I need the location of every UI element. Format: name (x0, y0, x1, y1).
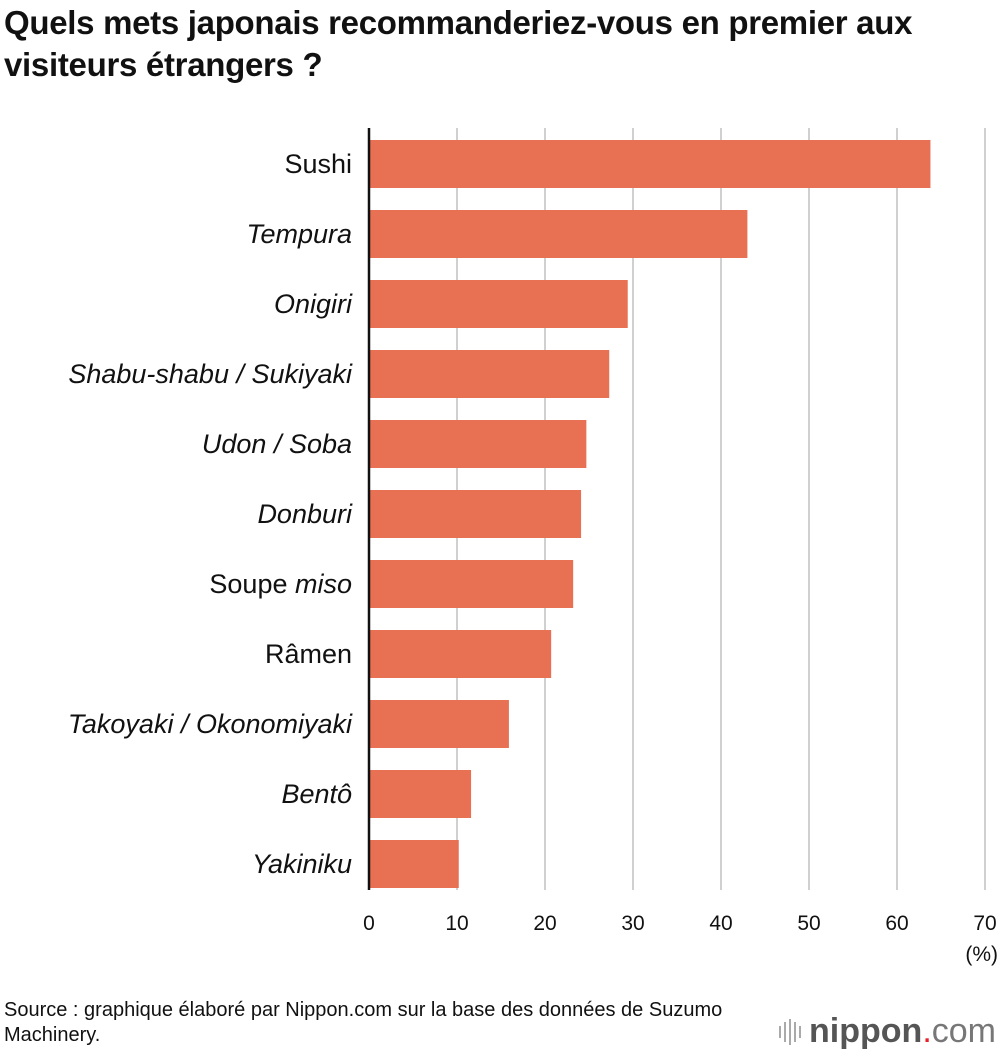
bar (369, 350, 610, 398)
category-label: Donburi (257, 499, 353, 529)
source-note: Source : graphique élaboré par Nippon.co… (4, 999, 723, 1046)
category-label: Râmen (265, 639, 352, 669)
x-tick-label: 10 (445, 912, 468, 935)
bar (369, 770, 472, 818)
bar (369, 630, 552, 678)
x-tick-label: 20 (533, 912, 556, 935)
bar (369, 210, 748, 258)
bar (369, 560, 574, 608)
category-label: Bentô (281, 779, 352, 809)
x-tick-label: 50 (797, 912, 820, 935)
category-label: Tempura (246, 219, 352, 249)
x-tick-label: 70 (973, 912, 996, 935)
category-label: Udon / Soba (202, 429, 352, 459)
logo-mark-icon (779, 1018, 802, 1045)
category-label: Takoyaki / Okonomiyaki (68, 709, 353, 739)
category-label: Yakiniku (252, 849, 352, 879)
bar (369, 280, 628, 328)
category-label: Soupe miso (209, 569, 352, 599)
bar (369, 420, 587, 468)
x-tick-label: 0 (363, 912, 375, 935)
bar (369, 490, 582, 538)
bar-chart: 0 10 20 30 40 50 60 70 (%) Sushi Tempura Onigiri Sha… (68, 128, 998, 966)
bar (369, 700, 509, 748)
x-tick-label: 40 (709, 912, 732, 935)
nippon-logo: nippon.com (779, 1012, 996, 1051)
category-label: Shabu-shabu / Sukiyaki (68, 359, 353, 389)
x-unit-label: (%) (965, 943, 998, 966)
x-tick-label: 60 (885, 912, 908, 935)
x-tick-label: 30 (621, 912, 644, 935)
category-label: Sushi (284, 149, 352, 179)
chart-title: Quels mets japonais recommanderiez-vous … (4, 4, 913, 83)
bar (369, 140, 931, 188)
bar (369, 840, 459, 888)
category-label: Onigiri (274, 289, 353, 319)
